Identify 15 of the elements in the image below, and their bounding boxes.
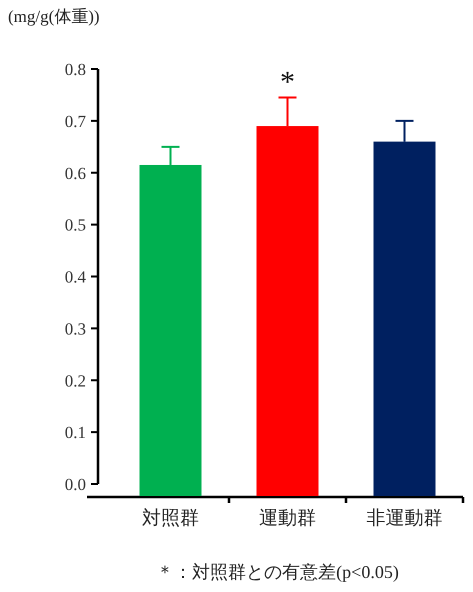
y-axis-title: (mg/g(体重)) <box>8 7 100 26</box>
y-tick-label: 0.5 <box>64 216 86 235</box>
y-tick-label: 0.0 <box>64 475 86 494</box>
y-tick-label: 0.1 <box>64 423 86 442</box>
y-tick-label: 0.8 <box>64 60 86 79</box>
text: ＊：対照群との有意差(p<0.05) <box>156 562 399 582</box>
x-tick-label: 対照群 <box>142 507 199 529</box>
annotation: * <box>280 66 295 99</box>
y-tick-label: 0.2 <box>64 371 86 390</box>
y-tick-label: 0.7 <box>64 112 86 131</box>
y-tick-label: 0.3 <box>64 319 86 338</box>
y-tick-label: 0.4 <box>64 268 86 286</box>
x-tick-label: 非運動群 <box>366 508 442 529</box>
y-tick-label: 0.6 <box>64 164 86 183</box>
x-tick-label: 運動群 <box>259 508 316 529</box>
